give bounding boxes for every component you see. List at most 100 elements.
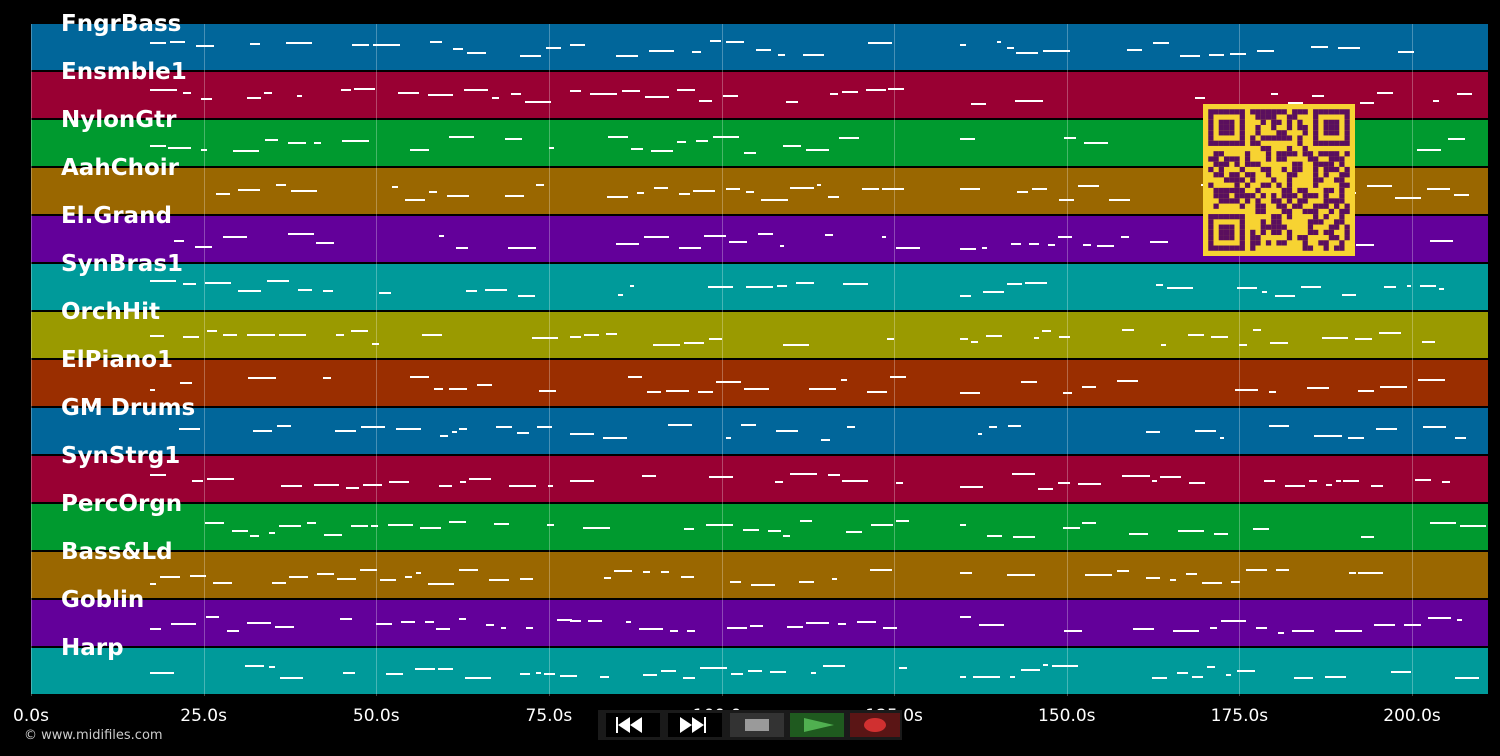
note: [666, 390, 689, 393]
note: [1048, 244, 1055, 247]
note: [740, 424, 756, 427]
note: [439, 484, 452, 487]
note: [644, 236, 670, 239]
play-button[interactable]: [790, 713, 844, 737]
note: [1063, 137, 1076, 140]
transport-bar: [598, 710, 902, 740]
note: [288, 233, 315, 236]
note: [206, 616, 219, 619]
rewind-button[interactable]: [606, 713, 660, 737]
note: [246, 622, 271, 625]
note: [548, 484, 553, 487]
note: [709, 337, 723, 340]
note: [775, 480, 784, 483]
note: [1116, 570, 1130, 573]
note: [1371, 484, 1383, 487]
note: [1152, 41, 1170, 44]
track-row[interactable]: [31, 648, 1488, 694]
tick-label: 150.0s: [1038, 706, 1096, 726]
track-row[interactable]: [31, 312, 1488, 358]
note: [1009, 676, 1015, 679]
note: [629, 284, 635, 287]
note: [744, 151, 756, 154]
note: [1132, 627, 1154, 630]
note: [464, 676, 491, 679]
note: [392, 185, 398, 188]
note: [987, 535, 1003, 538]
note: [190, 574, 206, 577]
track-area[interactable]: [31, 24, 1488, 696]
note: [654, 186, 669, 189]
note: [449, 521, 467, 524]
note: [1268, 424, 1289, 427]
note: [704, 235, 726, 238]
note: [1117, 380, 1139, 383]
note: [464, 89, 488, 92]
note: [1245, 569, 1267, 572]
note: [362, 484, 382, 487]
record-button[interactable]: [850, 713, 900, 737]
note: [275, 625, 294, 628]
note: [191, 480, 203, 483]
note: [434, 388, 444, 391]
track-row[interactable]: [31, 264, 1488, 310]
fast-forward-button[interactable]: [668, 713, 722, 737]
note: [821, 439, 831, 442]
note: [1310, 46, 1329, 49]
note: [986, 334, 1003, 337]
note: [476, 383, 493, 386]
note: [245, 664, 264, 667]
track-row[interactable]: [31, 408, 1488, 454]
note: [686, 629, 696, 632]
track-row[interactable]: [31, 24, 1488, 70]
note: [1043, 50, 1070, 53]
note: [845, 531, 863, 534]
note: [641, 474, 657, 477]
note: [170, 41, 185, 44]
note: [359, 568, 378, 571]
note: [746, 190, 755, 193]
track-label: El.Grand: [61, 203, 172, 229]
note: [988, 425, 997, 428]
note: [722, 95, 738, 98]
note: [150, 144, 166, 147]
note: [710, 40, 721, 43]
track-row[interactable]: [31, 552, 1488, 598]
track-row[interactable]: [31, 456, 1488, 502]
note: [805, 621, 830, 624]
note: [200, 97, 213, 100]
note: [960, 138, 975, 141]
note: [1430, 239, 1453, 242]
note: [1291, 629, 1314, 632]
note: [1276, 569, 1289, 572]
note: [1428, 617, 1452, 620]
note: [1185, 572, 1198, 575]
note: [1375, 428, 1397, 431]
note: [1447, 137, 1465, 140]
note: [650, 150, 674, 153]
note: [1252, 329, 1262, 332]
note: [1021, 668, 1040, 671]
note: [341, 139, 370, 142]
stop-button[interactable]: [730, 713, 784, 737]
note: [750, 624, 764, 627]
gridline: [31, 24, 32, 696]
track-row[interactable]: [31, 600, 1488, 646]
track-row[interactable]: [31, 360, 1488, 406]
note: [725, 188, 740, 191]
note: [1188, 333, 1204, 336]
note: [789, 186, 814, 189]
note: [313, 484, 339, 487]
track-label: Ensmble1: [61, 59, 187, 85]
note: [546, 47, 561, 50]
note: [289, 576, 308, 579]
gridline: [721, 24, 723, 696]
note: [447, 195, 470, 198]
track-row[interactable]: [31, 504, 1488, 550]
note: [1126, 48, 1142, 51]
note: [1167, 287, 1194, 290]
note: [1395, 197, 1422, 200]
note: [1459, 524, 1487, 527]
note: [895, 520, 909, 523]
note: [342, 672, 355, 674]
